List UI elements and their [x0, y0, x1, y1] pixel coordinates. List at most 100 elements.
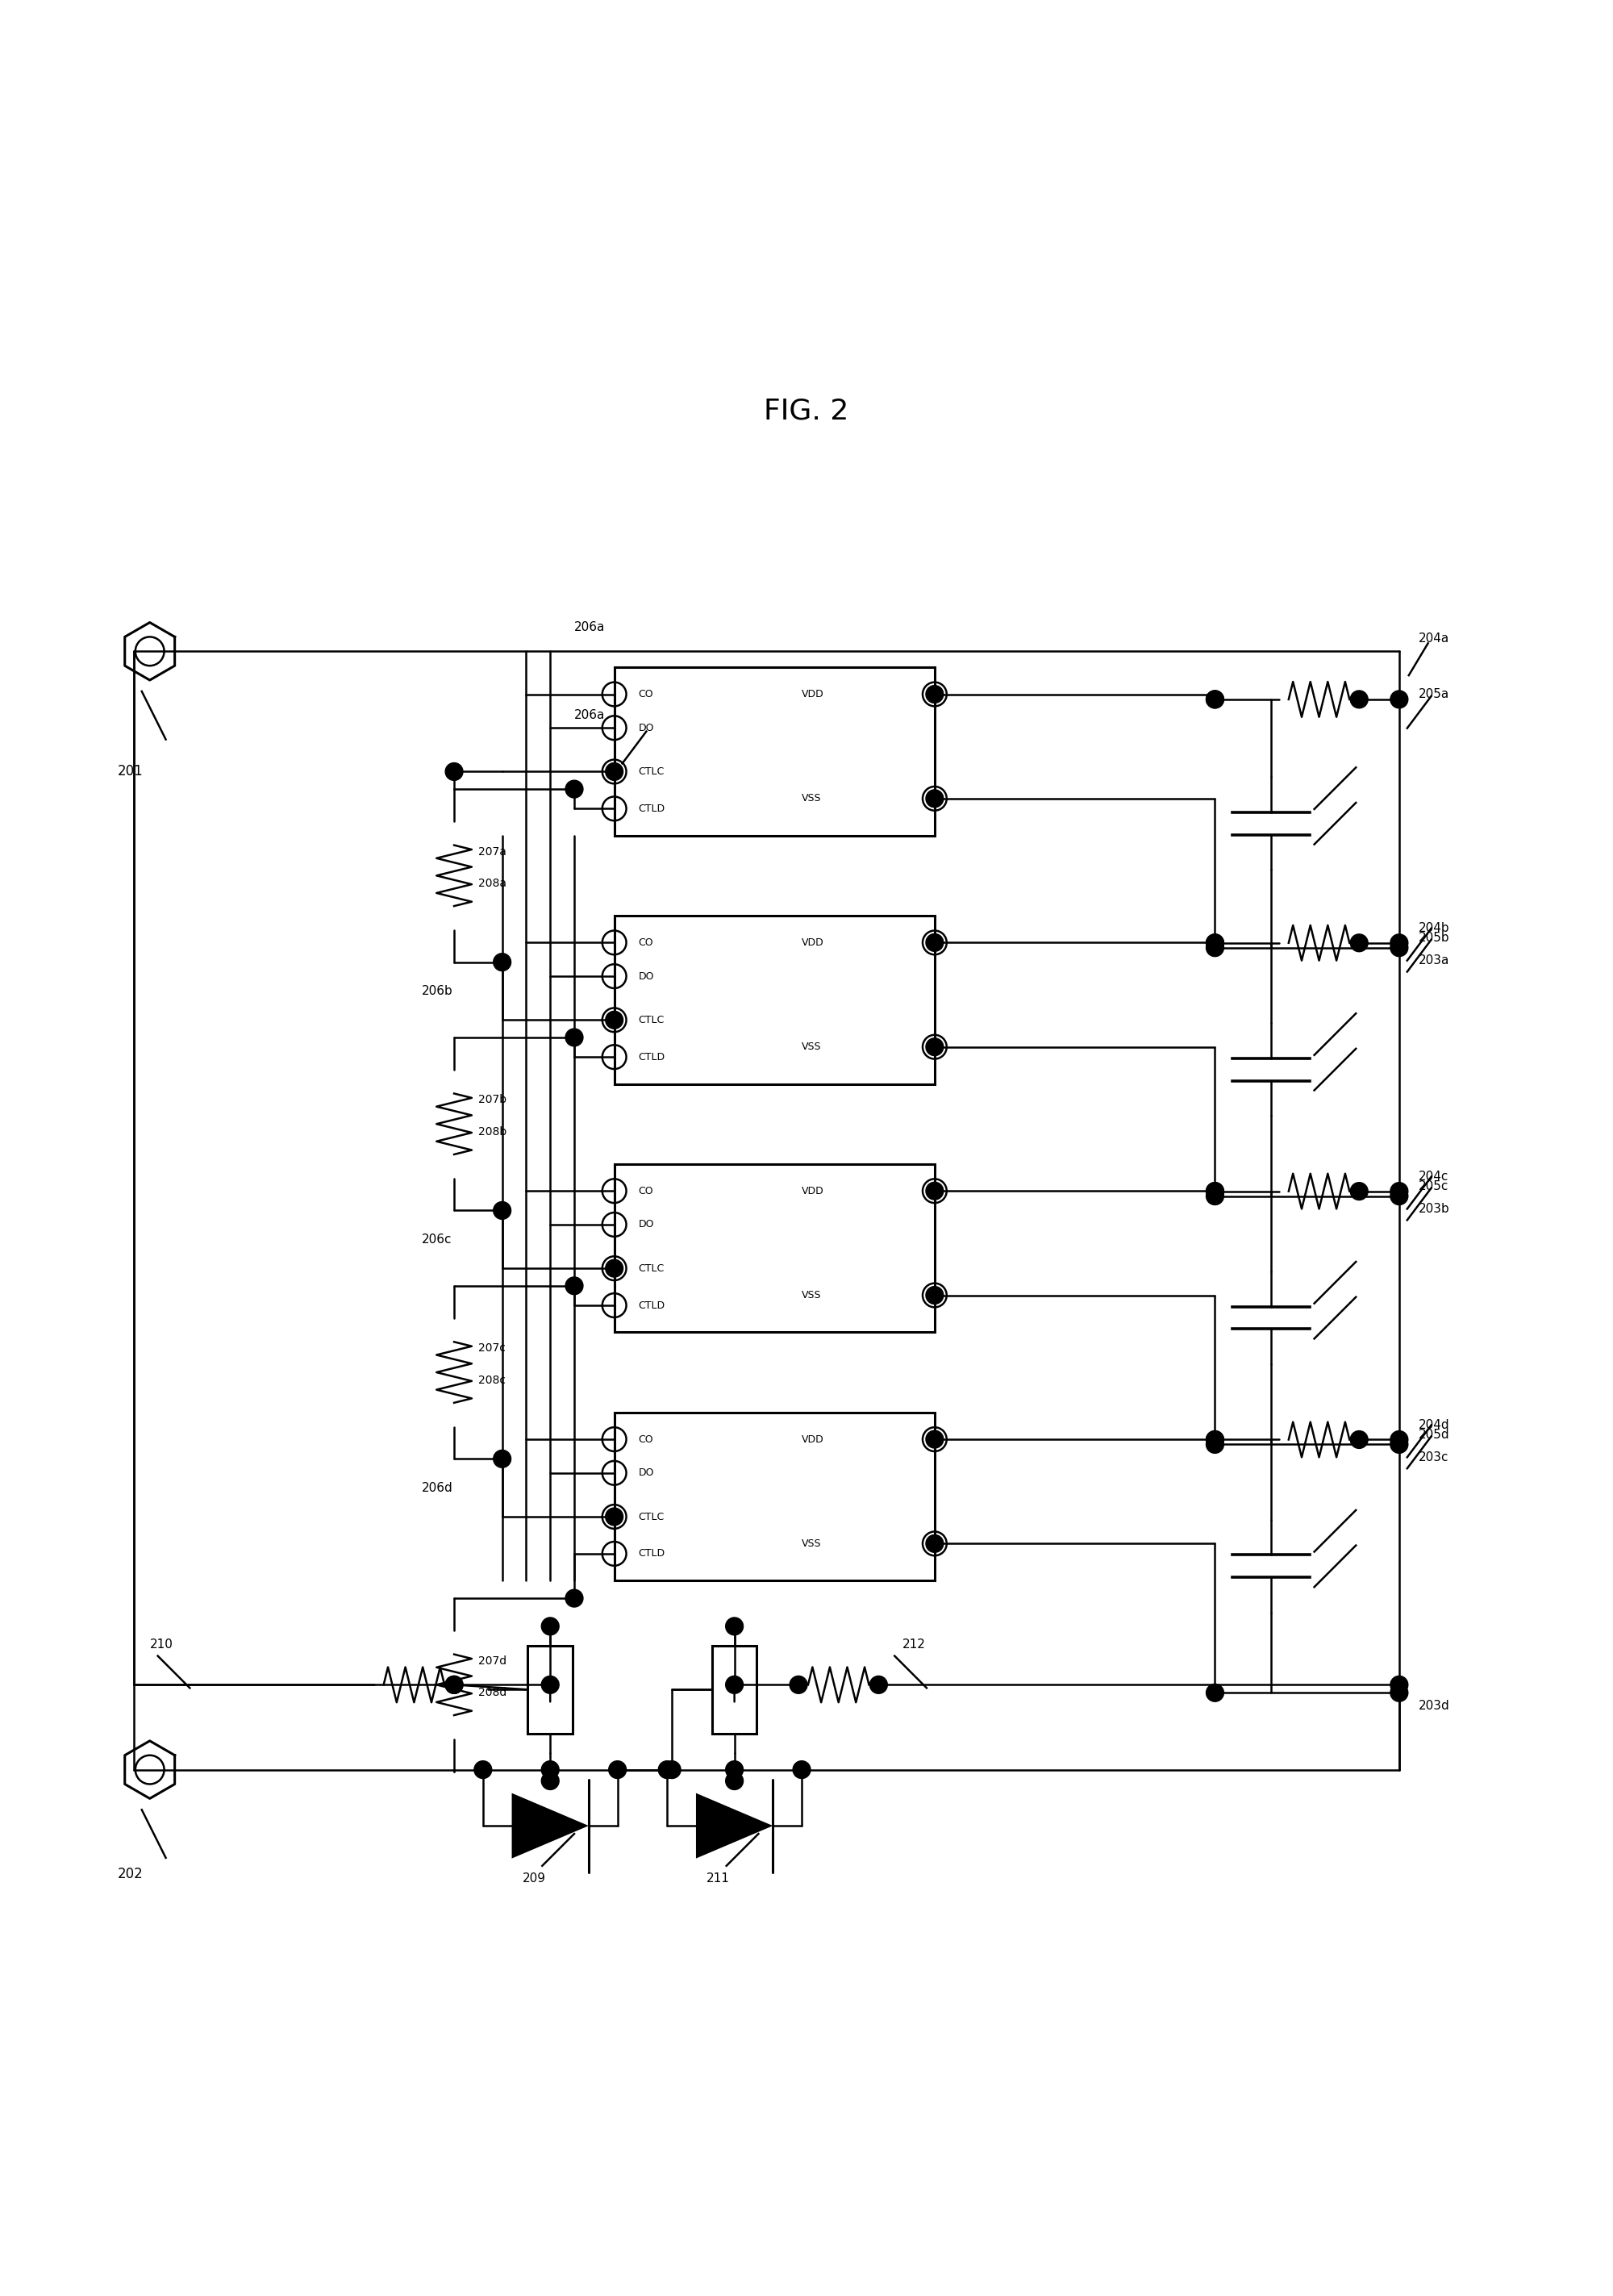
Circle shape [542, 1773, 560, 1789]
Text: VDD: VDD [802, 1185, 824, 1196]
Text: 211: 211 [706, 1874, 731, 1885]
Text: 203c: 203c [1418, 1451, 1448, 1463]
Circle shape [926, 934, 944, 951]
Text: DO: DO [639, 723, 653, 732]
Text: 207c: 207c [477, 1343, 505, 1355]
Text: CO: CO [639, 689, 653, 700]
Circle shape [1350, 934, 1368, 953]
Text: FIG. 2: FIG. 2 [765, 397, 848, 425]
Circle shape [494, 953, 511, 971]
Circle shape [1207, 1187, 1224, 1205]
Text: CTLD: CTLD [639, 1300, 665, 1311]
Circle shape [1390, 1430, 1408, 1449]
Circle shape [790, 1676, 806, 1694]
Text: VSS: VSS [802, 794, 821, 804]
Text: VDD: VDD [802, 1435, 824, 1444]
Bar [527, 1646, 573, 1733]
Circle shape [605, 1010, 623, 1029]
Text: 201: 201 [118, 765, 144, 778]
Text: VSS: VSS [802, 1538, 821, 1550]
Text: 207d: 207d [477, 1655, 506, 1667]
Circle shape [474, 1761, 492, 1779]
Circle shape [794, 1761, 810, 1779]
Circle shape [926, 1286, 944, 1304]
Circle shape [542, 1676, 560, 1694]
Text: CO: CO [639, 1185, 653, 1196]
Circle shape [663, 1761, 681, 1779]
Text: 206c: 206c [423, 1233, 452, 1247]
Text: 207a: 207a [477, 845, 506, 856]
Text: DO: DO [639, 971, 653, 980]
Circle shape [566, 781, 582, 799]
Circle shape [542, 1761, 560, 1779]
Circle shape [566, 1029, 582, 1047]
Text: 210: 210 [150, 1639, 173, 1651]
Circle shape [1207, 934, 1224, 953]
Circle shape [658, 1761, 676, 1779]
Text: CO: CO [639, 937, 653, 948]
Text: 209: 209 [523, 1874, 545, 1885]
Text: 203d: 203d [1418, 1699, 1450, 1711]
Text: CTLD: CTLD [639, 1548, 665, 1559]
Circle shape [1207, 1182, 1224, 1201]
Polygon shape [511, 1793, 589, 1857]
Text: 203a: 203a [1418, 955, 1450, 967]
Text: 205b: 205b [1418, 932, 1450, 944]
Text: 206a: 206a [574, 709, 605, 721]
Text: 206a: 206a [574, 622, 605, 634]
Circle shape [1207, 691, 1224, 707]
Circle shape [494, 1201, 511, 1219]
Circle shape [869, 1676, 887, 1694]
Circle shape [1390, 1435, 1408, 1453]
Bar [615, 668, 934, 836]
Text: VSS: VSS [802, 1290, 821, 1300]
Text: 208c: 208c [477, 1375, 505, 1387]
Bar [615, 1412, 934, 1580]
Circle shape [1390, 1676, 1408, 1694]
Circle shape [605, 762, 623, 781]
Text: 204b: 204b [1418, 923, 1450, 934]
Circle shape [566, 1589, 582, 1607]
Text: VDD: VDD [802, 937, 824, 948]
Text: 205d: 205d [1418, 1428, 1450, 1442]
Circle shape [445, 1676, 463, 1694]
Circle shape [608, 1761, 626, 1779]
Text: DO: DO [639, 1219, 653, 1231]
Circle shape [1207, 1435, 1224, 1453]
Text: DO: DO [639, 1467, 653, 1479]
Circle shape [926, 687, 944, 703]
Circle shape [926, 1534, 944, 1552]
Circle shape [1390, 691, 1408, 707]
Text: 204a: 204a [1418, 631, 1448, 645]
Text: CTLC: CTLC [639, 767, 665, 776]
Circle shape [1350, 1182, 1368, 1201]
Circle shape [1207, 691, 1224, 707]
Circle shape [1390, 1182, 1408, 1201]
Circle shape [494, 1451, 511, 1467]
Text: 207b: 207b [477, 1095, 506, 1107]
Circle shape [1390, 934, 1408, 953]
Circle shape [605, 1261, 623, 1277]
Bar [615, 916, 934, 1084]
Text: 206d: 206d [423, 1481, 453, 1495]
Circle shape [926, 790, 944, 808]
Circle shape [926, 1182, 944, 1201]
Text: 208d: 208d [477, 1688, 506, 1699]
Circle shape [1350, 691, 1368, 707]
Circle shape [1207, 1683, 1224, 1701]
Text: 202: 202 [118, 1867, 144, 1880]
Text: CO: CO [639, 1435, 653, 1444]
Text: VDD: VDD [802, 689, 824, 700]
Text: CTLC: CTLC [639, 1511, 665, 1522]
Circle shape [1350, 1430, 1368, 1449]
Text: 205a: 205a [1418, 689, 1448, 700]
Text: VSS: VSS [802, 1042, 821, 1052]
Circle shape [726, 1773, 744, 1789]
Circle shape [926, 1038, 944, 1056]
Circle shape [1207, 1430, 1224, 1449]
Polygon shape [695, 1793, 773, 1857]
Circle shape [605, 1508, 623, 1525]
Text: 205c: 205c [1418, 1180, 1448, 1192]
Circle shape [1207, 939, 1224, 957]
Bar [615, 1164, 934, 1332]
